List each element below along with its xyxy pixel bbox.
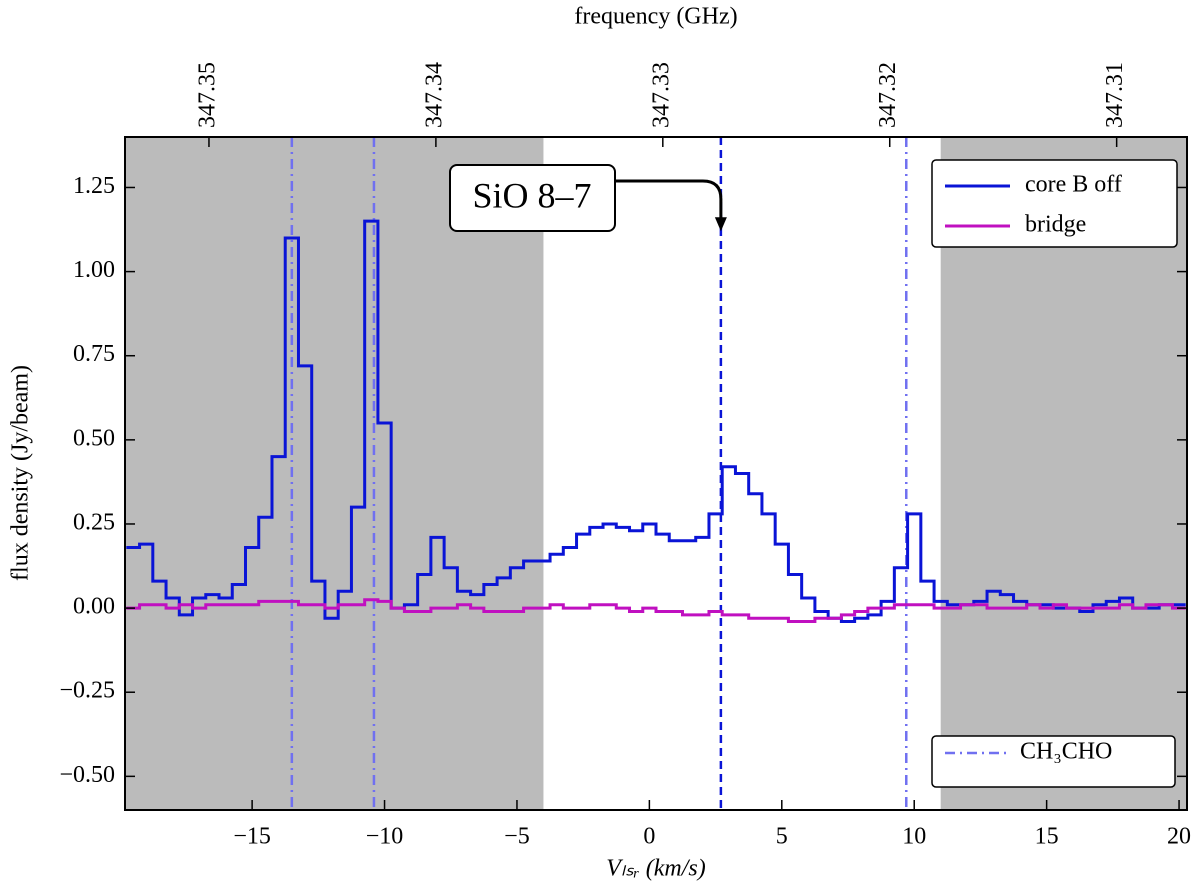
- plot-frame: [124, 136, 1188, 811]
- x-tick-label: 0: [643, 824, 655, 850]
- x2-tick-label: 347.34: [421, 62, 447, 128]
- annotation-text: SiO 8–7: [472, 175, 591, 215]
- annotation-arrowhead: [714, 217, 727, 232]
- x2-axis-label: frequency (GHz): [574, 4, 737, 30]
- legend-label: CH₃CHO: [1020, 739, 1112, 765]
- series-line: [126, 219, 1186, 624]
- y-tick-label: −0.50: [59, 762, 115, 788]
- x2-tick-label: 347.33: [648, 62, 674, 128]
- legend-label: bridge: [1025, 212, 1086, 238]
- annotation-box: [449, 164, 616, 232]
- legend-label: core B off: [1025, 172, 1122, 198]
- y-tick-label: 1.00: [73, 257, 115, 283]
- y-tick-label: 0.75: [73, 341, 115, 367]
- x-tick-label: −15: [233, 824, 271, 850]
- x-tick-label: 20: [1167, 824, 1191, 850]
- y-tick-label: −0.25: [59, 678, 115, 704]
- x-tick-label: 10: [902, 824, 926, 850]
- y-axis-label: flux density (Jy/beam): [8, 365, 34, 581]
- series-line: [126, 598, 1186, 624]
- y-tick-label: 0.50: [73, 425, 115, 451]
- y-tick-label: 1.25: [73, 173, 115, 199]
- legend-box: [931, 735, 1176, 788]
- shaded-region: [125, 137, 544, 810]
- x-tick-label: 5: [776, 824, 788, 850]
- plot-area: [125, 137, 1187, 810]
- x-tick-label: −10: [366, 824, 404, 850]
- x2-tick-label: 347.32: [875, 62, 901, 128]
- y-tick-label: 0.25: [73, 509, 115, 535]
- x-tick-label: 15: [1035, 824, 1059, 850]
- annotation-arrow: [615, 179, 723, 222]
- y-tick-label: 0.00: [73, 594, 115, 620]
- shaded-region: [940, 137, 1187, 810]
- x-axis-label: Vₗₛᵣ (km/s): [606, 856, 705, 882]
- x2-tick-label: 347.35: [194, 62, 220, 128]
- x-tick-label: −5: [504, 824, 530, 850]
- x2-tick-label: 347.31: [1102, 62, 1128, 128]
